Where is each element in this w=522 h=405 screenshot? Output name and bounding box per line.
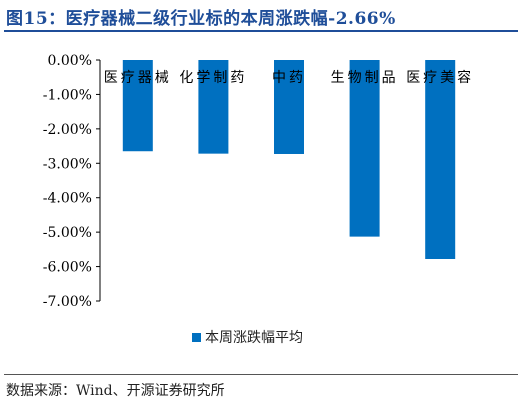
y-tick-label: -7.00% — [43, 294, 92, 310]
bar — [425, 60, 456, 259]
y-tick-label: -5.00% — [43, 225, 92, 241]
x-category-label: 医疗美容 — [406, 69, 474, 86]
x-category-label: 化学制药 — [179, 70, 247, 86]
y-axis: 0.00% -1.00% -2.00% -3.00% -4.00% -5.00% -6.00… — [43, 53, 101, 310]
bar — [122, 60, 153, 152]
bar — [198, 60, 229, 154]
y-tick-label: -4.00% — [43, 191, 92, 207]
x-category-label: 医疗器械 — [104, 70, 172, 86]
x-axis: 医疗器械 化学制药 中药 生物制品 医疗美容 — [104, 69, 474, 86]
y-tick-label: 0.00% — [48, 53, 92, 69]
y-tick-label: -1.00% — [43, 87, 92, 103]
y-tick-label: -2.00% — [43, 122, 92, 138]
title-divider — [4, 30, 518, 32]
y-tick-label: -3.00% — [43, 156, 92, 172]
bars — [122, 60, 456, 259]
chart-title: 图15：医疗器械二级行业标的本周涨跌幅-2.66% — [6, 9, 396, 29]
x-category-label: 生物制品 — [331, 70, 399, 86]
bar — [274, 60, 304, 154]
legend-label: 本周涨跌幅平均 — [205, 330, 303, 346]
legend: 本周涨跌幅平均 — [192, 330, 303, 346]
y-tick-label: -6.00% — [43, 260, 92, 276]
source-divider — [4, 374, 518, 375]
source-note: 数据来源：Wind、开源证券研究所 — [6, 383, 225, 399]
x-category-label: 中药 — [272, 70, 306, 86]
legend-swatch — [192, 333, 201, 342]
bar — [349, 60, 380, 237]
bar-chart: 0.00% -1.00% -2.00% -3.00% -4.00% -5.00% -6.00… — [43, 53, 474, 346]
